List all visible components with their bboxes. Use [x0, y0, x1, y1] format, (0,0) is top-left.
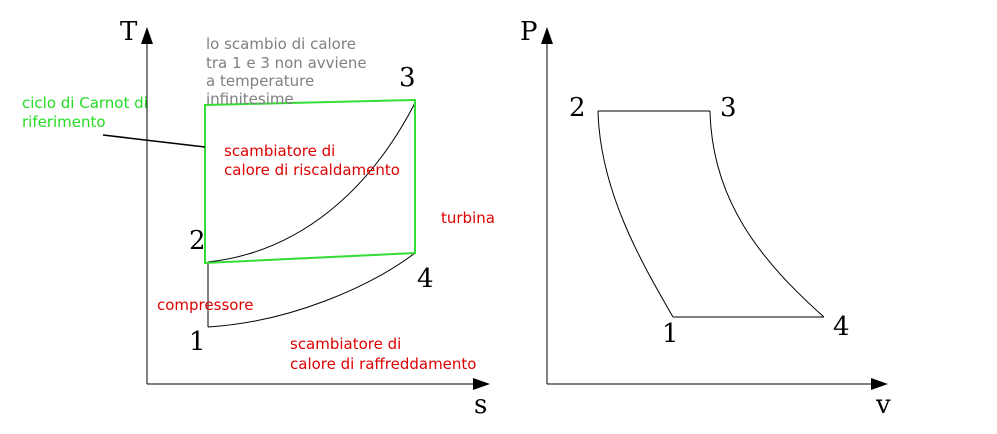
carnot-leader-line	[102, 134, 206, 148]
cooling-exchanger-line: calore di raffreddamento	[290, 355, 476, 373]
ts-axis-y-label: T	[120, 17, 138, 47]
ts-point-3: 3	[399, 63, 416, 93]
ts-heating-curve	[207, 102, 416, 263]
carnot-label-line: riferimento	[22, 113, 106, 131]
ts-point-4: 4	[417, 264, 434, 294]
heating-exchanger-line: calore di riscaldamento	[224, 161, 400, 179]
pv-axis-y-arrow	[541, 27, 553, 44]
pv-diagram: P v 1 2 3 4	[520, 17, 891, 420]
turbine-label: turbina	[441, 209, 495, 227]
pv-expansion-curve	[709, 110, 825, 318]
ts-axis-x-label: s	[474, 390, 487, 420]
ts-diagram: T s 1 2 3 4 lo scambio di calore tra 1 e…	[22, 17, 495, 420]
heating-exchanger-label: scambiatore di calore di riscaldamento	[224, 142, 400, 179]
heat-exchange-note-line: infinitesime	[206, 90, 294, 108]
ts-axis-y-arrow	[141, 27, 153, 44]
heating-exchanger-line: scambiatore di	[224, 142, 335, 160]
cooling-exchanger-label: scambiatore di calore di raffreddamento	[290, 335, 476, 373]
compressor-label: compressore	[157, 296, 254, 314]
ts-point-2: 2	[189, 226, 206, 256]
pv-point-4: 4	[833, 312, 850, 342]
heat-exchange-note: lo scambio di calore tra 1 e 3 non avvie…	[206, 35, 371, 108]
heat-exchange-note-line: tra 1 e 3 non avviene	[206, 54, 367, 72]
ts-axis-x-arrow	[473, 378, 490, 390]
ts-cooling-curve	[207, 252, 416, 328]
carnot-reference-cycle	[204, 98, 416, 265]
carnot-label-line: ciclo di Carnot di	[22, 94, 148, 112]
cooling-exchanger-line: scambiatore di	[290, 335, 401, 353]
carnot-label: ciclo di Carnot di riferimento	[22, 94, 153, 131]
pv-point-2: 2	[569, 93, 586, 123]
pv-point-1: 1	[662, 319, 679, 349]
pv-point-3: 3	[720, 93, 737, 123]
pv-compression-curve	[597, 110, 674, 318]
heat-exchange-note-line: lo scambio di calore	[206, 35, 356, 53]
ts-point-1: 1	[189, 327, 206, 357]
pv-axis-y-label: P	[520, 17, 538, 47]
pv-axis-x-label: v	[875, 390, 891, 420]
heat-exchange-note-line: a temperature	[206, 72, 314, 90]
pv-axis-x-arrow	[871, 378, 888, 390]
